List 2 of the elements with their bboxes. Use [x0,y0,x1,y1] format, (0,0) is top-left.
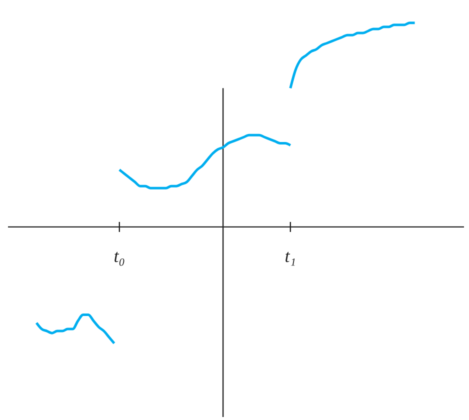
x-tick-label: t₀ [114,246,126,266]
x-tick-label: t₁ [284,246,296,266]
